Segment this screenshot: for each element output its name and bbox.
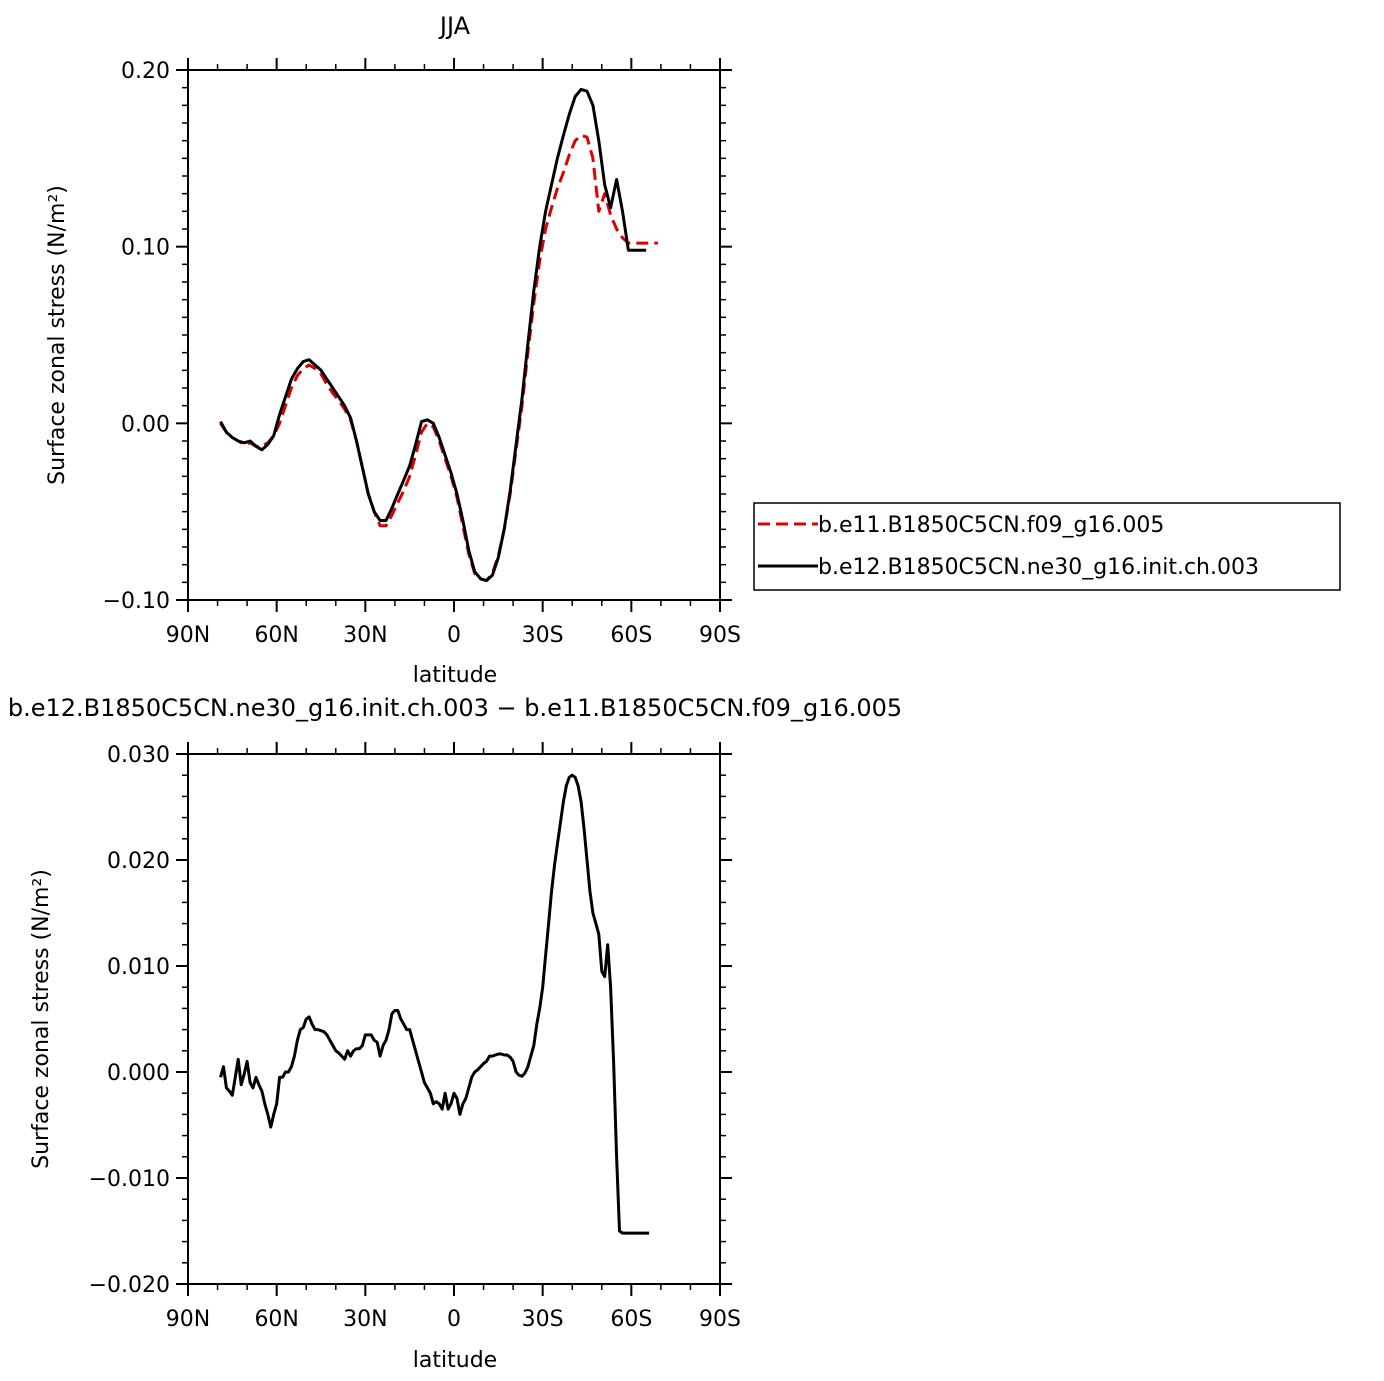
bottom-series-lines — [219, 773, 650, 1235]
top-plot-frame — [187, 69, 721, 601]
x-tick-label: 60N — [254, 623, 298, 648]
x-tick-label: 30N — [343, 1307, 387, 1332]
bottom-x-tick-labels: 90N 60N 30N 0 30S 60S 90S — [166, 1307, 741, 1332]
y-tick-label: 0.020 — [107, 849, 170, 874]
y-tick-label: 0.00 — [121, 412, 170, 437]
legend-label-series-1: b.e11.B1850C5CN.f09_g16.005 — [818, 513, 1164, 538]
legend: b.e11.B1850C5CN.f09_g16.005 b.e12.B1850C… — [753, 502, 1341, 591]
x-tick-label: 90N — [166, 623, 210, 648]
y-tick-label: 0.000 — [107, 1061, 170, 1086]
x-tick-label: 90S — [699, 623, 741, 648]
y-tick-label: −0.020 — [89, 1273, 170, 1298]
bottom-chart-panel: b.e12.B1850C5CN.ne30_g16.init.ch.003 − b… — [8, 694, 902, 1373]
bottom-x-axis-label: latitude — [413, 1348, 497, 1373]
x-tick-label: 30S — [522, 623, 564, 648]
bottom-plot-frame — [187, 753, 721, 1285]
top-y-tick-labels: −0.10 0.00 0.10 0.20 — [103, 59, 170, 614]
y-tick-label: −0.10 — [103, 589, 170, 614]
bottom-axis-ticks — [176, 742, 732, 1296]
x-tick-label: 60S — [610, 1307, 652, 1332]
top-x-tick-labels: 90N 60N 30N 0 30S 60S 90S — [166, 623, 741, 648]
x-tick-label: 60S — [610, 623, 652, 648]
top-series-line-2 — [219, 87, 647, 583]
x-tick-label: 0 — [447, 1307, 461, 1332]
bottom-y-axis-label: Surface zonal stress (N/m²) — [29, 869, 54, 1169]
x-tick-label: 0 — [447, 623, 461, 648]
legend-label-series-2: b.e12.B1850C5CN.ne30_g16.init.ch.003 — [818, 555, 1259, 580]
bottom-y-tick-labels: −0.020 −0.010 0.000 0.010 0.020 0.030 — [89, 743, 170, 1298]
x-tick-label: 90S — [699, 1307, 741, 1332]
legend-box — [753, 502, 1341, 591]
top-series-line-1 — [219, 133, 658, 583]
bottom-series-line-1 — [219, 773, 650, 1235]
top-axis-ticks — [176, 58, 732, 612]
x-tick-label: 30N — [343, 623, 387, 648]
top-chart-panel: JJA 90N 60N 30N 0 30S 60S 90S −0.10 0.00 0.10 0.2… — [45, 12, 741, 688]
y-tick-label: 0.010 — [107, 955, 170, 980]
y-tick-label: −0.010 — [89, 1167, 170, 1192]
top-y-axis-label: Surface zonal stress (N/m²) — [45, 185, 70, 485]
y-tick-label: 0.030 — [107, 743, 170, 768]
x-tick-label: 60N — [254, 1307, 298, 1332]
top-x-axis-label: latitude — [413, 663, 497, 688]
bottom-chart-title: b.e12.B1850C5CN.ne30_g16.init.ch.003 − b… — [8, 694, 902, 722]
top-chart-title: JJA — [438, 12, 471, 40]
y-tick-label: 0.10 — [121, 236, 170, 261]
x-tick-label: 90N — [166, 1307, 210, 1332]
y-tick-label: 0.20 — [121, 59, 170, 84]
x-tick-label: 30S — [522, 1307, 564, 1332]
top-series-lines — [219, 87, 658, 583]
